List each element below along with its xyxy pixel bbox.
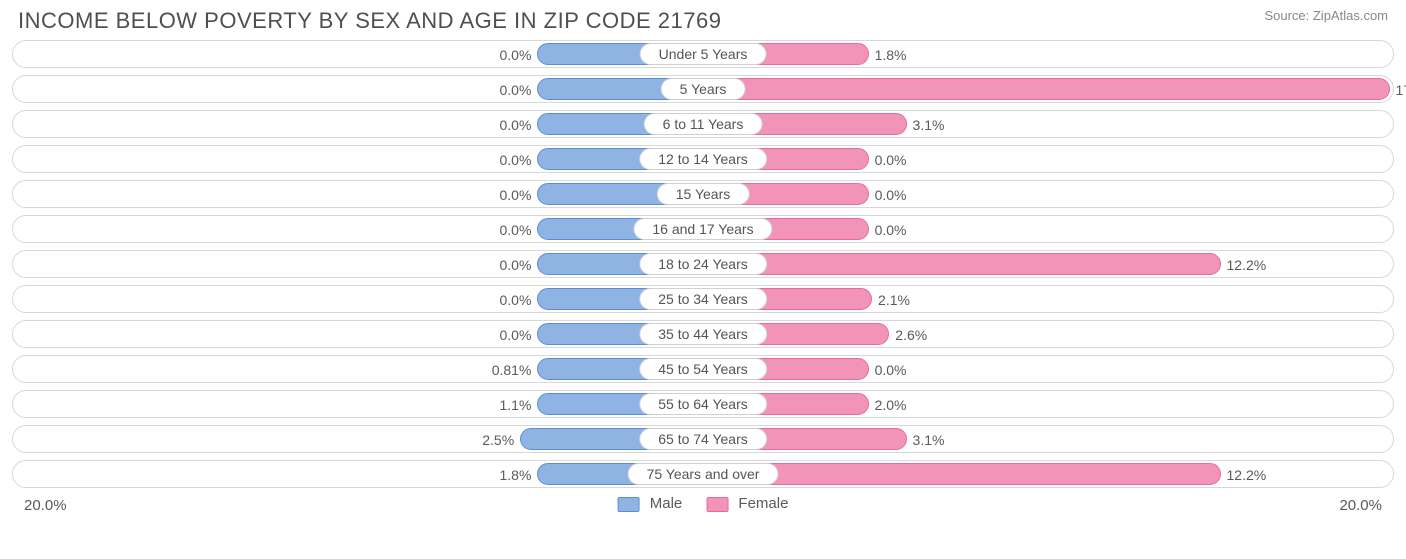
category-label: 35 to 44 Years [639, 323, 767, 345]
legend-female-label: Female [738, 495, 788, 512]
female-value-label: 17.1% [1396, 76, 1406, 104]
chart-row: 0.0% 1.8% Under 5 Years [12, 40, 1394, 68]
category-label: 18 to 24 Years [639, 253, 767, 275]
female-value-label: 0.0% [875, 216, 907, 244]
chart-row: 0.0% 3.1% 6 to 11 Years [12, 110, 1394, 138]
male-value-label: 1.1% [499, 391, 531, 419]
male-value-label: 0.0% [499, 181, 531, 209]
chart-row: 0.0% 12.2% 18 to 24 Years [12, 250, 1394, 278]
male-value-label: 0.0% [499, 41, 531, 69]
axis-label-left: 20.0% [24, 497, 67, 514]
category-label: 6 to 11 Years [644, 113, 763, 135]
male-value-label: 0.0% [499, 216, 531, 244]
female-bar [703, 463, 1221, 485]
female-value-label: 12.2% [1227, 461, 1267, 489]
female-swatch-icon [706, 497, 728, 512]
diverging-bar-chart: 0.0%1.8%Under 5 Years0.0%17.1%5 Years0.0… [0, 40, 1406, 488]
chart-row: 0.81% 0.0% 45 to 54 Years [12, 355, 1394, 383]
female-value-label: 1.8% [875, 41, 907, 69]
axis-label-right: 20.0% [1339, 497, 1382, 514]
chart-row: 0.0% 0.0% 16 and 17 Years [12, 215, 1394, 243]
chart-row: 0.0% 2.6% 35 to 44 Years [12, 320, 1394, 348]
male-swatch-icon [618, 497, 640, 512]
male-value-label: 0.81% [492, 356, 532, 384]
female-value-label: 2.6% [895, 321, 927, 349]
legend-female: Female [706, 495, 788, 512]
female-value-label: 0.0% [875, 356, 907, 384]
male-value-label: 0.0% [499, 76, 531, 104]
male-value-label: 0.0% [499, 146, 531, 174]
chart-row: 1.1% 2.0% 55 to 64 Years [12, 390, 1394, 418]
category-label: 15 Years [657, 183, 750, 205]
male-value-label: 0.0% [499, 111, 531, 139]
category-label: Under 5 Years [640, 43, 767, 65]
male-value-label: 0.0% [499, 321, 531, 349]
female-bar [703, 78, 1390, 100]
chart-row: 0.0% 0.0% 12 to 14 Years [12, 145, 1394, 173]
male-value-label: 0.0% [499, 251, 531, 279]
female-bar [703, 253, 1221, 275]
chart-row: 1.8% 12.2% 75 Years and over [12, 460, 1394, 488]
chart-header: INCOME BELOW POVERTY BY SEX AND AGE IN Z… [0, 0, 1406, 40]
chart-footer: 20.0% 20.0% Male Female [0, 495, 1406, 523]
female-value-label: 2.0% [875, 391, 907, 419]
female-value-label: 0.0% [875, 181, 907, 209]
category-label: 16 and 17 Years [633, 218, 772, 240]
category-label: 75 Years and over [628, 463, 779, 485]
category-label: 12 to 14 Years [639, 148, 767, 170]
female-value-label: 0.0% [875, 146, 907, 174]
category-label: 55 to 64 Years [639, 393, 767, 415]
female-value-label: 3.1% [913, 426, 945, 454]
male-value-label: 1.8% [499, 461, 531, 489]
female-value-label: 3.1% [913, 111, 945, 139]
chart-legend: Male Female [618, 495, 789, 512]
chart-source: Source: ZipAtlas.com [1264, 8, 1388, 23]
male-value-label: 2.5% [482, 426, 514, 454]
legend-male-label: Male [650, 495, 683, 512]
chart-title: INCOME BELOW POVERTY BY SEX AND AGE IN Z… [18, 8, 721, 34]
chart-row: 0.0%17.1%5 Years [12, 75, 1394, 103]
category-label: 25 to 34 Years [639, 288, 767, 310]
category-label: 65 to 74 Years [639, 428, 767, 450]
female-value-label: 2.1% [878, 286, 910, 314]
chart-row: 2.5% 3.1% 65 to 74 Years [12, 425, 1394, 453]
male-value-label: 0.0% [499, 286, 531, 314]
female-value-label: 12.2% [1227, 251, 1267, 279]
category-label: 45 to 54 Years [639, 358, 767, 380]
chart-row: 0.0% 2.1% 25 to 34 Years [12, 285, 1394, 313]
legend-male: Male [618, 495, 683, 512]
category-label: 5 Years [661, 78, 746, 100]
chart-row: 0.0% 0.0% 15 Years [12, 180, 1394, 208]
